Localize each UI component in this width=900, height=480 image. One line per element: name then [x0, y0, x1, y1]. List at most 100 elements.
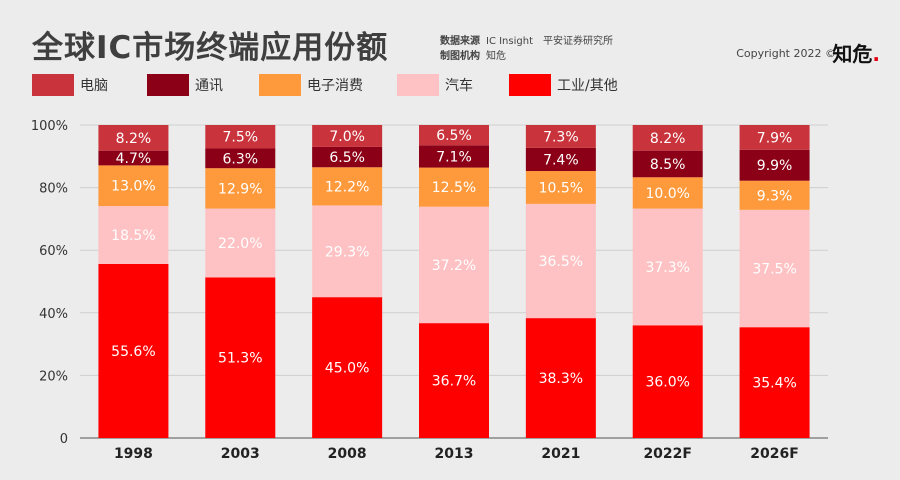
legend-swatch-industrial	[509, 74, 551, 96]
legend-label-pc: 电脑	[80, 78, 108, 94]
data-label-auto: 18.5%	[111, 228, 155, 244]
y-tick-label: 40%	[39, 307, 68, 322]
source-info: 数据来源 IC Insight 平安证券研究所 制图机构 知危	[440, 34, 613, 64]
data-label-pc: 7.5%	[222, 130, 258, 146]
data-label-comm: 7.4%	[543, 152, 579, 168]
data-label-consumer: 10.5%	[539, 180, 583, 196]
bar-segment-consumer	[419, 167, 489, 207]
y-tick-label: 60%	[39, 244, 68, 259]
y-tick-label: 100%	[31, 119, 68, 134]
bar-segment-pc	[98, 125, 169, 151]
x-tick-label: 1998	[114, 446, 153, 462]
source-key: 数据来源	[440, 36, 480, 47]
data-label-industrial: 36.7%	[432, 374, 476, 390]
bar-segment-consumer	[98, 165, 169, 207]
data-label-comm: 7.1%	[436, 149, 472, 165]
bar-segment-industrial	[632, 325, 703, 438]
data-label-pc: 7.3%	[543, 129, 579, 145]
data-label-auto: 37.3%	[645, 260, 689, 276]
legend-label-comm: 通讯	[195, 78, 223, 94]
maker-value: 知危	[486, 51, 506, 62]
bar-segment-auto	[312, 205, 383, 298]
bar-segment-industrial	[525, 318, 596, 438]
bar-segment-pc	[525, 125, 596, 148]
data-label-comm: 8.5%	[650, 157, 686, 173]
bar-segment-pc	[632, 125, 703, 151]
x-tick-label: 2021	[541, 446, 580, 462]
bar-segment-consumer	[525, 171, 596, 204]
bar-segment-consumer	[632, 177, 703, 209]
bar-segment-pc	[205, 125, 276, 149]
data-label-industrial: 51.3%	[218, 351, 262, 367]
legend-label-industrial: 工业/其他	[557, 78, 618, 94]
legend-swatch-consumer	[259, 74, 301, 96]
bar-segment-auto	[739, 209, 810, 328]
bar-segment-pc	[419, 125, 489, 146]
bar-segment-comm	[632, 150, 703, 178]
y-tick-label: 20%	[39, 369, 68, 384]
data-label-industrial: 55.6%	[111, 344, 155, 360]
data-label-industrial: 45.0%	[325, 361, 369, 377]
data-label-comm: 9.9%	[757, 158, 793, 174]
x-tick-label: 2003	[221, 446, 260, 462]
data-label-consumer: 12.5%	[432, 180, 476, 196]
data-label-auto: 37.5%	[752, 262, 796, 278]
bar-segment-auto	[525, 203, 596, 319]
bar-segment-comm	[312, 146, 383, 168]
bar-segment-consumer	[312, 167, 383, 206]
legend-swatch-pc	[32, 74, 74, 96]
brand-logo: 知危.	[832, 38, 880, 67]
data-label-pc: 6.5%	[436, 128, 472, 144]
x-tick-label: 2026F	[750, 446, 799, 462]
x-tick-label: 2013	[435, 446, 474, 462]
legend-item-industrial: 工业/其他	[509, 74, 649, 96]
data-label-comm: 6.3%	[222, 151, 258, 167]
data-label-industrial: 38.3%	[539, 371, 583, 387]
bar-segment-industrial	[205, 277, 276, 438]
bar-segment-comm	[525, 147, 596, 172]
data-label-consumer: 9.3%	[757, 188, 793, 204]
chart-legend: 电脑 通讯 电子消费 汽车 工业/其他	[32, 74, 649, 96]
bar-segment-pc	[739, 125, 810, 150]
bar-segment-comm	[419, 145, 489, 168]
chart-title: 全球IC市场终端应用份额	[32, 30, 389, 66]
bar-segment-industrial	[419, 323, 489, 438]
bar-segment-auto	[632, 208, 703, 326]
source-value: IC Insight 平安证券研究所	[486, 36, 613, 47]
bar-segment-industrial	[739, 327, 810, 438]
bar-segment-comm	[205, 148, 276, 169]
data-label-pc: 7.9%	[757, 130, 793, 146]
brand-text: 知危	[832, 42, 873, 66]
data-label-auto: 36.5%	[539, 254, 583, 270]
bar-segment-auto	[419, 206, 489, 324]
data-label-pc: 8.2%	[650, 131, 686, 147]
data-label-pc: 8.2%	[116, 131, 152, 147]
bar-segment-industrial	[312, 297, 383, 438]
brand-dot: .	[872, 42, 880, 66]
x-tick-label: 2008	[328, 446, 367, 462]
bar-segment-auto	[205, 208, 276, 278]
copyright-text: Copyright 2022 ©	[736, 47, 836, 60]
data-label-auto: 37.2%	[432, 258, 476, 274]
data-label-auto: 22.0%	[218, 236, 262, 252]
legend-label-consumer: 电子消费	[307, 78, 363, 94]
data-label-industrial: 35.4%	[752, 376, 796, 392]
data-label-consumer: 12.2%	[325, 179, 369, 195]
data-label-comm: 4.7%	[116, 151, 152, 167]
data-label-comm: 6.5%	[329, 150, 365, 166]
data-label-auto: 29.3%	[325, 244, 369, 260]
bar-segment-consumer	[205, 168, 276, 209]
data-label-industrial: 36.0%	[645, 375, 689, 391]
y-tick-label: 80%	[39, 182, 68, 197]
data-label-consumer: 10.0%	[645, 186, 689, 202]
y-tick-label: 0	[60, 432, 68, 447]
legend-item-auto: 汽车	[397, 74, 509, 96]
legend-item-consumer: 电子消费	[259, 74, 397, 96]
legend-label-auto: 汽车	[445, 78, 473, 94]
legend-item-comm: 通讯	[147, 74, 259, 96]
legend-swatch-comm	[147, 74, 189, 96]
data-label-pc: 7.0%	[329, 129, 365, 145]
maker-key: 制图机构	[440, 51, 480, 62]
bar-segment-industrial	[98, 263, 169, 438]
